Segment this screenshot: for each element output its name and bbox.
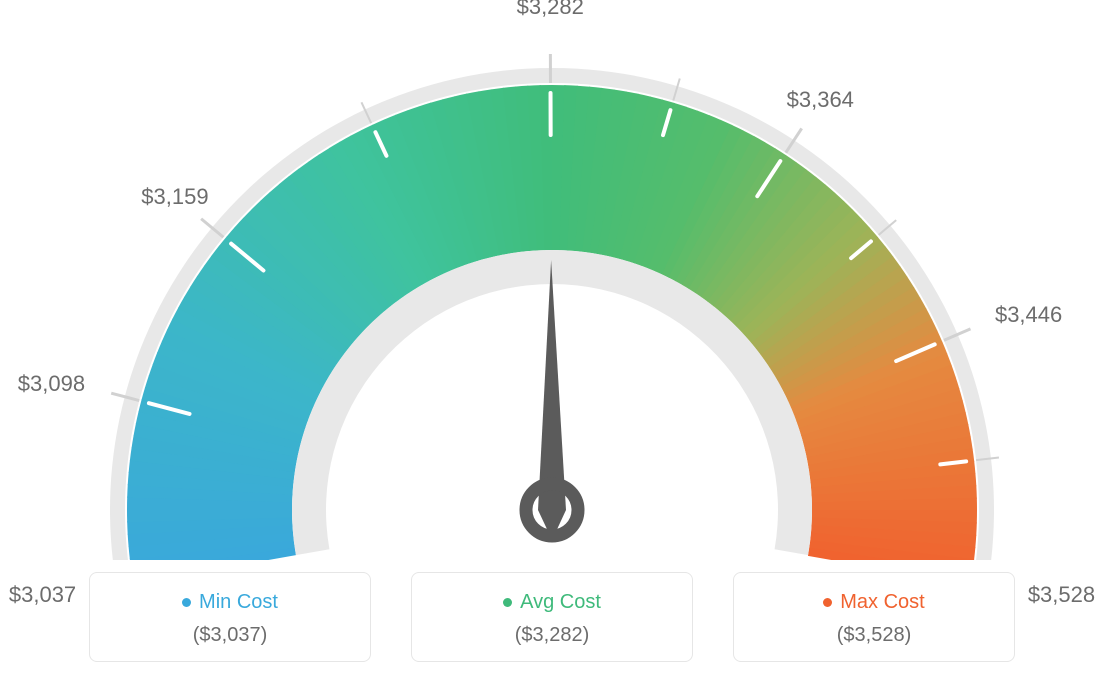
legend-value-max: ($3,528) <box>734 624 1014 647</box>
legend-title-avg: Avg Cost <box>412 591 692 614</box>
legend-title-text: Min Cost <box>199 591 278 613</box>
legend-value-avg: ($3,282) <box>412 624 692 647</box>
dot-icon <box>182 598 191 607</box>
gauge-svg <box>0 0 1104 560</box>
legend-title-text: Max Cost <box>840 591 924 613</box>
gauge-tick-label: $3,159 <box>141 184 208 210</box>
gauge-tick-label: $3,364 <box>787 87 854 113</box>
legend-row: Min Cost ($3,037) Avg Cost ($3,282) Max … <box>0 572 1104 662</box>
legend-title-text: Avg Cost <box>520 591 601 613</box>
gauge-chart: $3,037$3,098$3,159$3,282$3,364$3,446$3,5… <box>0 0 1104 560</box>
legend-value-min: ($3,037) <box>90 624 370 647</box>
legend-card-max: Max Cost ($3,528) <box>733 572 1015 662</box>
legend-title-max: Max Cost <box>734 591 1014 614</box>
dot-icon <box>503 598 512 607</box>
gauge-tick-label: $3,098 <box>18 371 85 397</box>
gauge-tick-label: $3,446 <box>995 302 1062 328</box>
gauge-tick-label: $3,282 <box>517 0 584 20</box>
legend-card-min: Min Cost ($3,037) <box>89 572 371 662</box>
legend-card-avg: Avg Cost ($3,282) <box>411 572 693 662</box>
cost-gauge-infographic: $3,037$3,098$3,159$3,282$3,364$3,446$3,5… <box>0 0 1104 690</box>
dot-icon <box>823 598 832 607</box>
legend-title-min: Min Cost <box>90 591 370 614</box>
